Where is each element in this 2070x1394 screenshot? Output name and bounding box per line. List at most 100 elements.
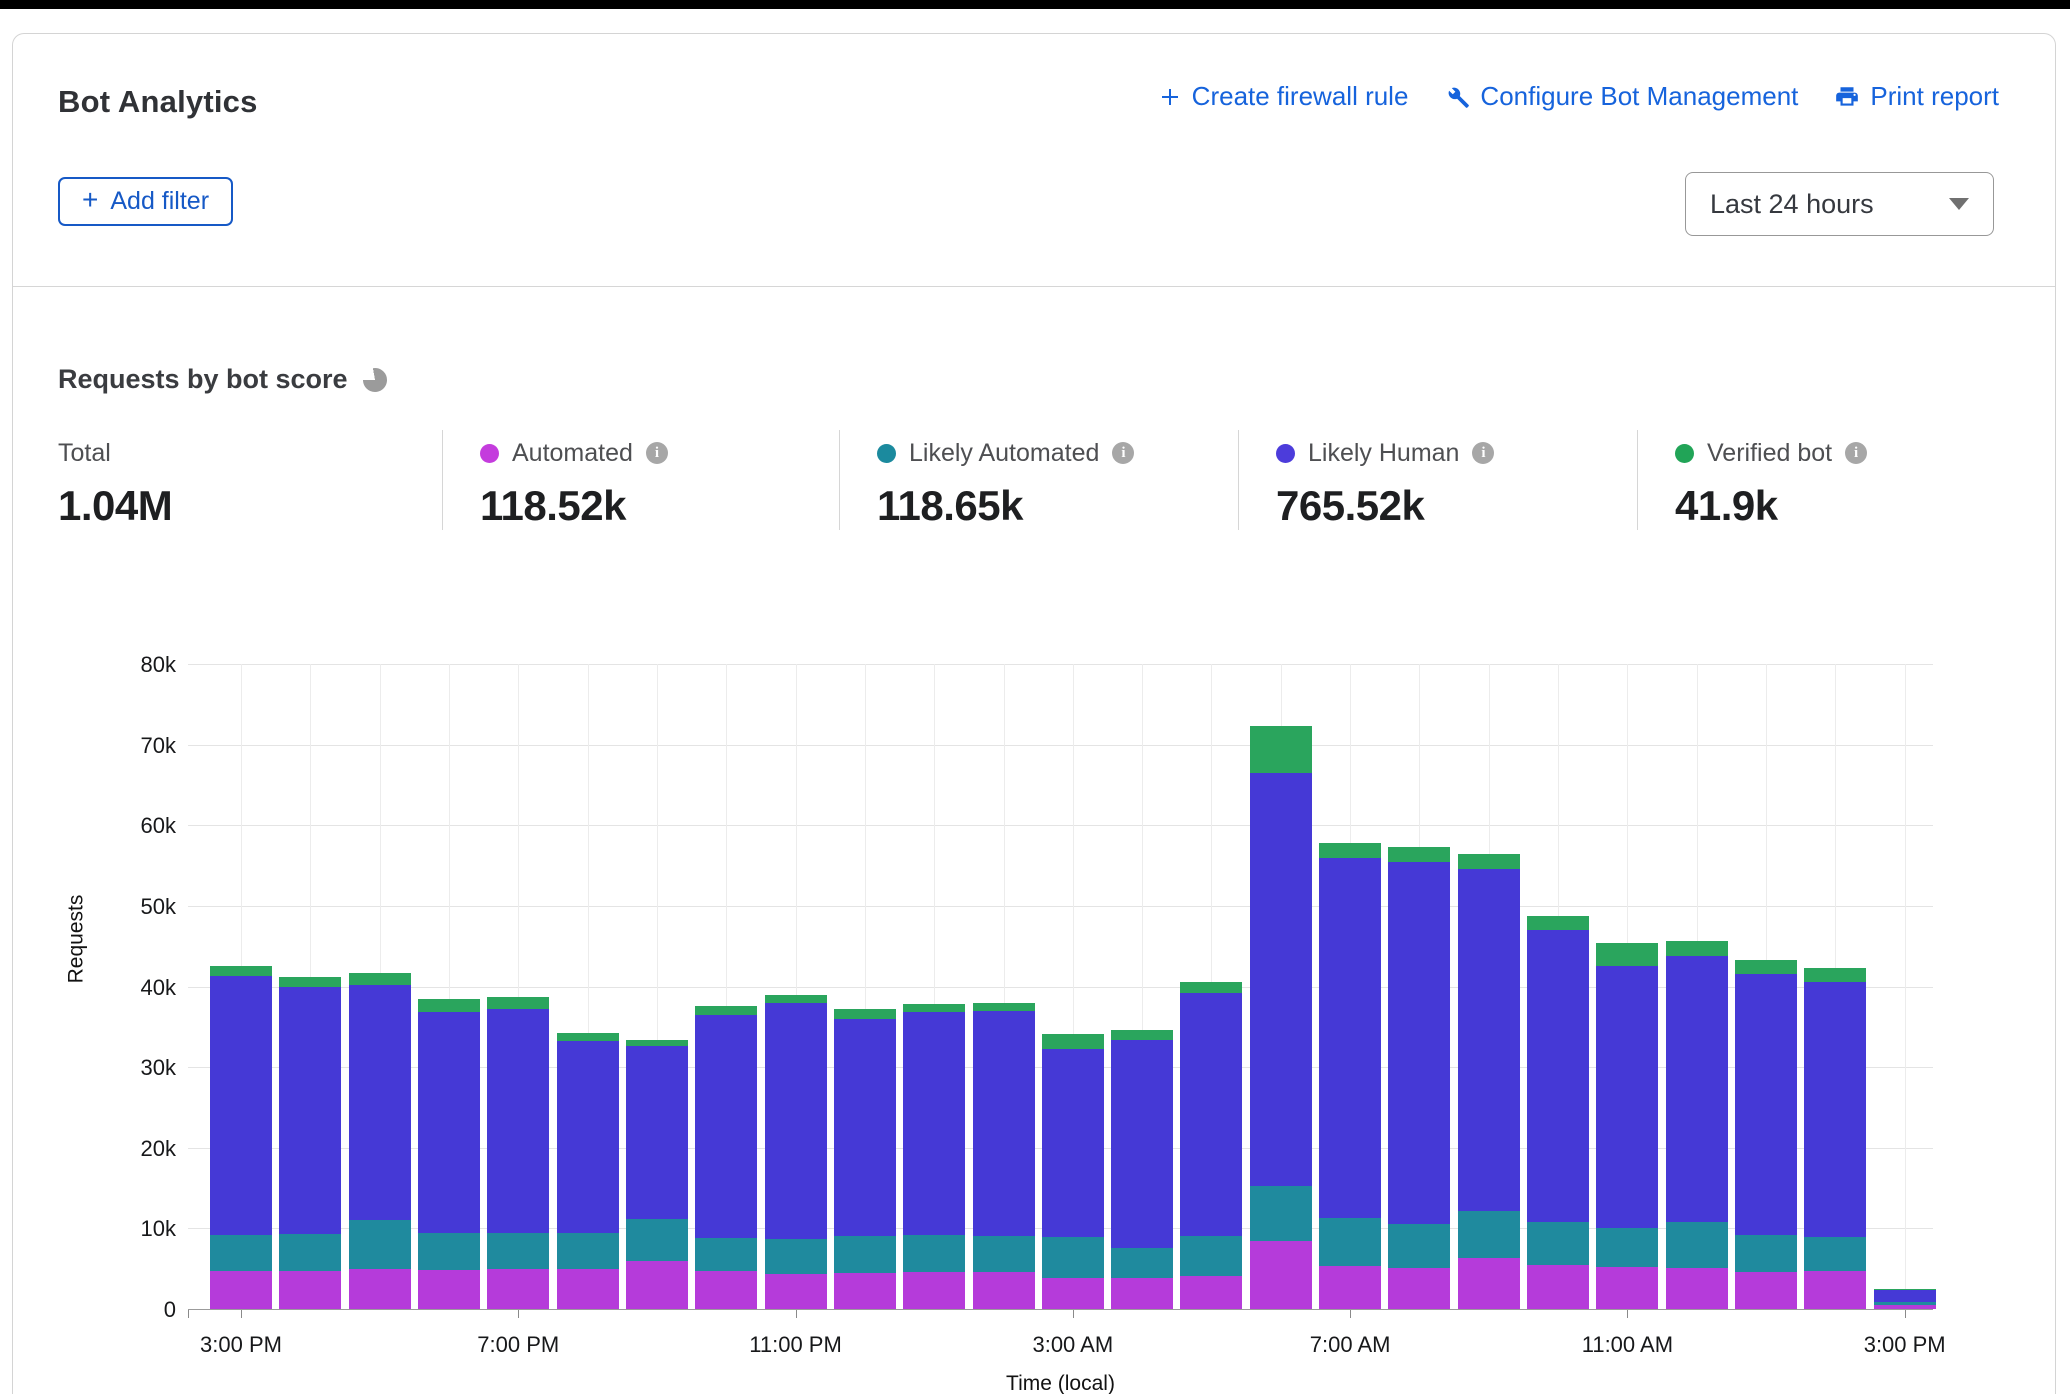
- header-divider: [13, 286, 2055, 287]
- info-icon[interactable]: i: [1112, 442, 1134, 464]
- x-tick-label: 3:00 PM: [200, 1332, 282, 1358]
- bar-6-00-pm[interactable]: [418, 999, 480, 1309]
- bar-segment-verified-bot: [765, 995, 827, 1003]
- bar-segment-likely-human: [1180, 993, 1242, 1237]
- configure-bot-management-link[interactable]: Configure Bot Management: [1444, 81, 1798, 112]
- bar-5-00-pm[interactable]: [349, 973, 411, 1309]
- bar-segment-automated: [1596, 1267, 1658, 1309]
- bar-segment-verified-bot: [1735, 960, 1797, 974]
- bar-9-00-am[interactable]: [1458, 854, 1520, 1309]
- bar-segment-likely-human: [1111, 1040, 1173, 1248]
- plus-icon: +: [82, 186, 98, 214]
- time-range-select[interactable]: Last 24 hours: [1685, 172, 1994, 236]
- bar-segment-verified-bot: [1804, 968, 1866, 983]
- stat-value: 118.65k: [877, 482, 1238, 530]
- bar-segment-likely-automated: [973, 1236, 1035, 1272]
- time-range-value: Last 24 hours: [1710, 189, 1874, 220]
- bar-segment-likely-automated: [557, 1233, 619, 1269]
- bar-segment-likely-human: [1735, 974, 1797, 1235]
- create-firewall-rule-label: Create firewall rule: [1192, 81, 1409, 112]
- add-filter-button[interactable]: + Add filter: [58, 177, 233, 226]
- bar-7-00-pm[interactable]: [487, 997, 549, 1309]
- x-tick-label: 3:00 AM: [1032, 1332, 1113, 1358]
- legend-dot-likely-automated: [877, 444, 896, 463]
- bar-2-00-am[interactable]: [973, 1003, 1035, 1309]
- bar-segment-likely-human: [1042, 1049, 1104, 1237]
- bar-3-00-am[interactable]: [1042, 1034, 1104, 1309]
- bar-segment-likely-human: [1250, 773, 1312, 1186]
- bar-12-00-pm[interactable]: [1666, 941, 1728, 1309]
- bar-3-00-pm[interactable]: [210, 966, 272, 1309]
- bar-segment-likely-human: [1596, 966, 1658, 1228]
- bar-segment-automated: [695, 1271, 757, 1309]
- bar-segment-likely-automated: [1111, 1248, 1173, 1278]
- bar-segment-likely-automated: [279, 1234, 341, 1271]
- stat-head: Automatedi: [480, 436, 839, 470]
- stat-value: 765.52k: [1276, 482, 1637, 530]
- bar-segment-verified-bot: [1527, 916, 1589, 931]
- bar-segment-likely-human: [1527, 930, 1589, 1222]
- bar-10-00-am[interactable]: [1527, 916, 1589, 1309]
- bar-2-00-pm[interactable]: [1804, 968, 1866, 1309]
- bar-segment-likely-human: [1319, 858, 1381, 1218]
- bar-5-00-am[interactable]: [1180, 982, 1242, 1309]
- bar-segment-automated: [557, 1269, 619, 1309]
- bar-segment-likely-automated: [1458, 1211, 1520, 1258]
- bar-4-00-pm[interactable]: [279, 977, 341, 1309]
- bar-segment-automated: [1250, 1241, 1312, 1309]
- bar-9-00-pm[interactable]: [626, 1040, 688, 1309]
- stat-label: Total: [58, 439, 111, 468]
- bar-segment-verified-bot: [418, 999, 480, 1011]
- x-tick: [1350, 1310, 1351, 1318]
- bar-segment-verified-bot: [903, 1004, 965, 1012]
- x-tick-label: 11:00 AM: [1582, 1332, 1673, 1358]
- create-firewall-rule-link[interactable]: Create firewall rule: [1158, 81, 1409, 112]
- y-tick-label: 80k: [16, 652, 176, 678]
- bar-segment-likely-human: [834, 1019, 896, 1237]
- bar-segment-likely-automated: [834, 1236, 896, 1272]
- bar-segment-verified-bot: [1596, 943, 1658, 966]
- bar-1-00-am[interactable]: [903, 1004, 965, 1309]
- info-icon[interactable]: i: [646, 442, 668, 464]
- print-report-link[interactable]: Print report: [1834, 81, 1999, 112]
- bar-11-00-pm[interactable]: [765, 995, 827, 1309]
- bar-11-00-am[interactable]: [1596, 943, 1658, 1309]
- bar-segment-likely-automated: [765, 1239, 827, 1275]
- bar-6-00-am[interactable]: [1250, 726, 1312, 1309]
- legend-dot-likely-human: [1276, 444, 1295, 463]
- bar-segment-verified-bot: [695, 1006, 757, 1015]
- bar-segment-likely-automated: [1596, 1228, 1658, 1267]
- bar-10-00-pm[interactable]: [695, 1006, 757, 1309]
- bar-segment-automated: [903, 1272, 965, 1309]
- x-tick: [1905, 1310, 1906, 1318]
- bar-segment-likely-automated: [1042, 1237, 1104, 1277]
- bar-3-00-pm[interactable]: [1874, 1289, 1936, 1309]
- bar-segment-likely-automated: [1804, 1237, 1866, 1271]
- bar-7-00-am[interactable]: [1319, 843, 1381, 1309]
- bar-segment-likely-automated: [1319, 1218, 1381, 1266]
- info-icon[interactable]: i: [1845, 442, 1867, 464]
- bar-segment-automated: [349, 1269, 411, 1309]
- info-icon[interactable]: i: [1472, 442, 1494, 464]
- bar-segment-likely-human: [210, 976, 272, 1235]
- bar-segment-automated: [1388, 1268, 1450, 1309]
- bar-segment-likely-automated: [487, 1233, 549, 1269]
- x-axis-title: Time (local): [1006, 1372, 1115, 1394]
- bar-segment-likely-automated: [1180, 1236, 1242, 1276]
- bar-segment-automated: [973, 1272, 1035, 1309]
- bar-8-00-am[interactable]: [1388, 847, 1450, 1309]
- gridline-vertical: [1905, 664, 1906, 1309]
- printer-icon: [1834, 84, 1860, 110]
- section-title-row: Requests by bot score: [58, 364, 388, 395]
- bar-4-00-am[interactable]: [1111, 1030, 1173, 1309]
- stat-label: Likely Automated: [909, 439, 1099, 468]
- bar-segment-verified-bot: [1111, 1030, 1173, 1040]
- bar-8-00-pm[interactable]: [557, 1033, 619, 1309]
- bar-12-00-am[interactable]: [834, 1009, 896, 1309]
- y-tick-label: 50k: [16, 894, 176, 920]
- bar-segment-automated: [1458, 1258, 1520, 1309]
- bar-segment-automated: [279, 1271, 341, 1309]
- bar-1-00-pm[interactable]: [1735, 960, 1797, 1309]
- bar-segment-likely-automated: [695, 1238, 757, 1271]
- page-title: Bot Analytics: [58, 84, 258, 120]
